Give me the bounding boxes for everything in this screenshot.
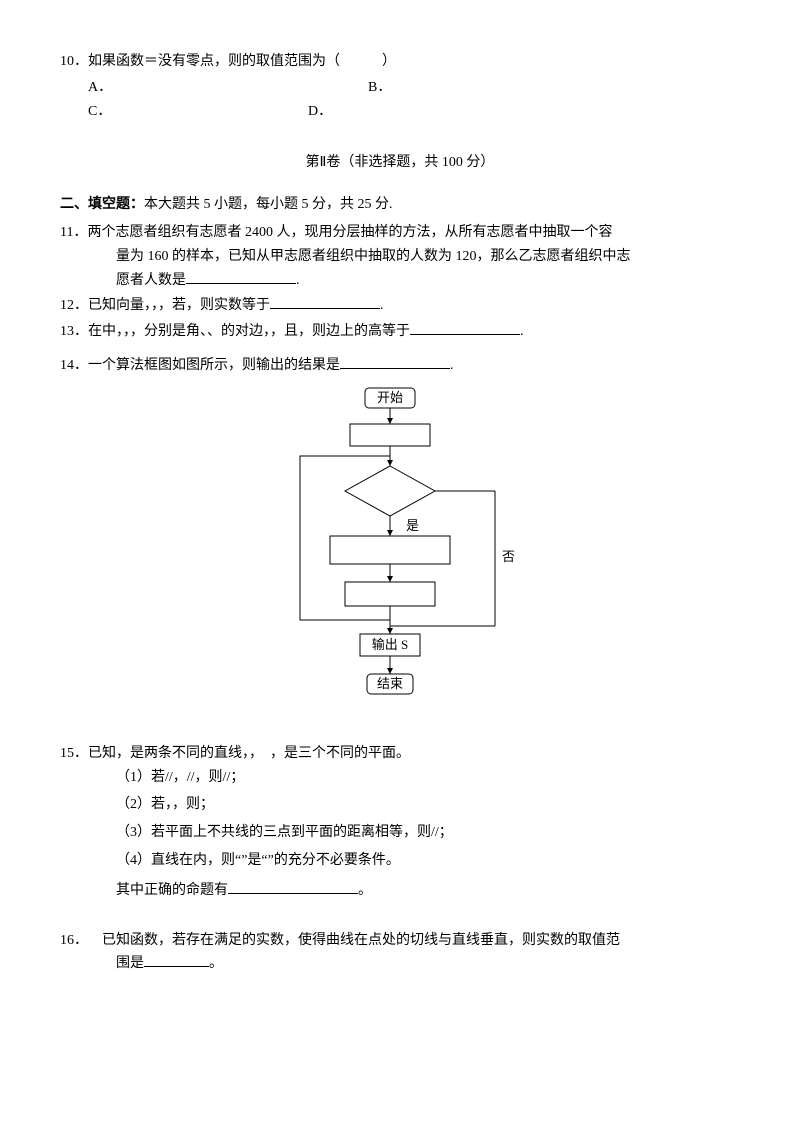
q13: 13．在中，，，分别是角、、的对边，，且，则边上的高等于. bbox=[60, 320, 740, 344]
q14-pre: 14．一个算法框图如图所示，则输出的结果是 bbox=[60, 358, 340, 373]
q12-blank bbox=[270, 308, 380, 309]
q10-opt-a: A． bbox=[88, 76, 368, 100]
flow-yes-label: 是 bbox=[406, 518, 419, 533]
q14-tail: . bbox=[450, 358, 454, 373]
q10-opts-row1: A． B． bbox=[60, 76, 740, 100]
q15-concl-pre: 其中正确的命题有 bbox=[116, 883, 228, 898]
q16-blank bbox=[144, 966, 209, 967]
flowchart: 开始 是 否 输出 S 结束 bbox=[60, 386, 740, 716]
q12: 12．已知向量，，，若，则实数等于. bbox=[60, 294, 740, 318]
section2-title: 第Ⅱ卷（非选择题，共 100 分） bbox=[60, 151, 740, 175]
flow-end-label: 结束 bbox=[377, 676, 403, 691]
q16-line1: 16． 已知函数，若存在满足的实数，使得曲线在点处的切线与直线垂直，则实数的取值… bbox=[60, 929, 740, 953]
q15-concl: 其中正确的命题有 。 bbox=[60, 879, 740, 903]
q10-opt-b: B． bbox=[368, 76, 391, 100]
fill-heading-rest: 本大题共 5 小题，每小题 5 分，共 25 分. bbox=[144, 197, 393, 212]
q13-blank bbox=[410, 334, 520, 335]
q10-opt-d: D． bbox=[308, 100, 332, 124]
q16-line2-tail: 。 bbox=[209, 956, 223, 971]
q15-concl-tail: 。 bbox=[358, 883, 372, 898]
flow-start-label: 开始 bbox=[377, 390, 403, 405]
q15-s2: （2）若，，则； bbox=[60, 793, 740, 817]
q15-s1: （1）若//，//，则//； bbox=[60, 766, 740, 790]
q15-s4: （4）直线在内，则“”是“”的充分不必要条件。 bbox=[60, 849, 740, 873]
q15-line1: 15．已知，是两条不同的直线，， ，是三个不同的平面。 bbox=[60, 742, 740, 766]
flowchart-svg: 开始 是 否 输出 S 结束 bbox=[270, 386, 530, 716]
q16: 16． 已知函数，若存在满足的实数，使得曲线在点处的切线与直线垂直，则实数的取值… bbox=[60, 929, 740, 977]
q15-s3: （3）若平面上不共线的三点到平面的距离相等，则//； bbox=[60, 821, 740, 845]
q11-line1: 11．两个志愿者组织有志愿者 2400 人，现用分层抽样的方法，从所有志愿者中抽… bbox=[60, 221, 740, 245]
flow-no-label: 否 bbox=[502, 549, 515, 564]
fill-heading-bold: 二、填空题： bbox=[60, 197, 144, 212]
flow-output-label: 输出 S bbox=[372, 637, 408, 652]
q11-line3-pre: 愿者人数是 bbox=[116, 273, 186, 288]
q11-line2: 量为 160 的样本，已知从甲志愿者组织中抽取的人数为 120，那么乙志愿者组织… bbox=[60, 245, 740, 269]
q14-blank bbox=[340, 368, 450, 369]
q10-opt-c: C． bbox=[88, 100, 308, 124]
q10-opts-row2: C． D． bbox=[60, 100, 740, 124]
q12-pre: 12．已知向量，，，若，则实数等于 bbox=[60, 298, 270, 313]
q16-line2-pre: 围是 bbox=[116, 956, 144, 971]
q11-blank bbox=[186, 283, 296, 284]
q10-text: 10．如果函数＝没有零点，则的取值范围为（ ） bbox=[60, 50, 740, 74]
q13-pre: 13．在中，，，分别是角、、的对边，，且，则边上的高等于 bbox=[60, 324, 410, 339]
q15: 15．已知，是两条不同的直线，， ，是三个不同的平面。 （1）若//，//，则/… bbox=[60, 742, 740, 903]
q15-blank bbox=[228, 893, 358, 894]
q11: 11．两个志愿者组织有志愿者 2400 人，现用分层抽样的方法，从所有志愿者中抽… bbox=[60, 221, 740, 292]
fill-heading: 二、填空题：本大题共 5 小题，每小题 5 分，共 25 分. bbox=[60, 193, 740, 217]
q11-line3: 愿者人数是. bbox=[60, 269, 740, 293]
q11-tail: . bbox=[296, 273, 300, 288]
q13-tail: . bbox=[520, 324, 524, 339]
q16-line2: 围是 。 bbox=[60, 952, 740, 976]
q12-tail: . bbox=[380, 298, 384, 313]
q14: 14．一个算法框图如图所示，则输出的结果是. bbox=[60, 354, 740, 378]
